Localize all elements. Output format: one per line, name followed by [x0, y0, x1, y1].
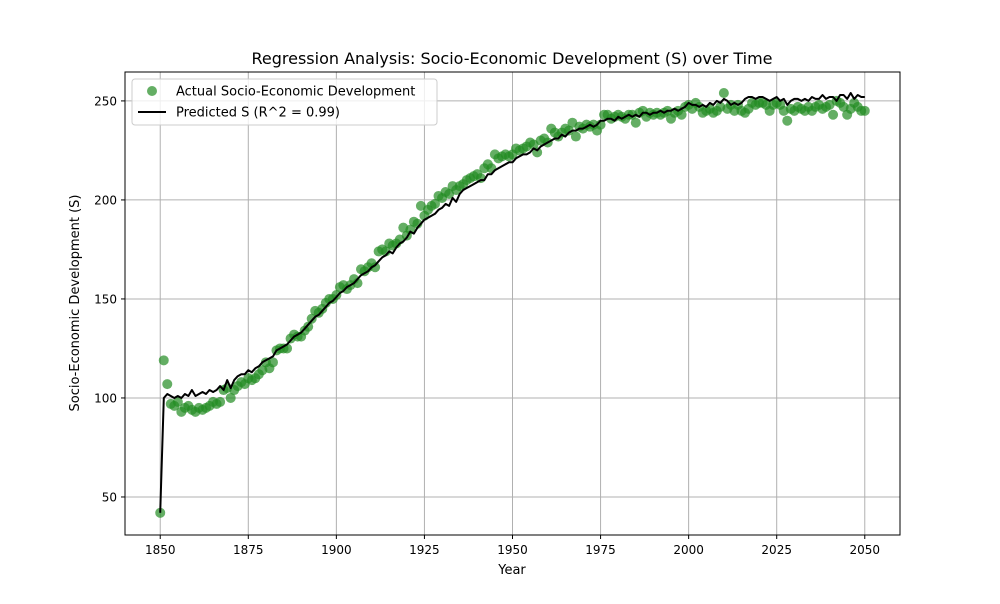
actual-data-point	[563, 125, 574, 136]
actual-data-point	[225, 392, 236, 403]
actual-data-point	[570, 131, 581, 142]
actual-data-point	[172, 396, 183, 407]
chart-title: Regression Analysis: Socio-Economic Deve…	[251, 49, 772, 68]
actual-data-point	[155, 507, 166, 518]
actual-data-point	[828, 109, 839, 120]
y-tick-label: 200	[94, 193, 117, 207]
actual-data-point	[162, 379, 173, 390]
x-tick-label: 1850	[145, 543, 176, 557]
y-axis-label: Socio-Economic Development (S)	[68, 195, 83, 412]
predicted-line	[159, 92, 865, 513]
actual-data-point	[630, 117, 641, 128]
legend-label-actual: Actual Socio-Economic Development	[176, 85, 415, 100]
x-tick-label: 1950	[497, 543, 528, 557]
x-tick-label: 2050	[849, 543, 880, 557]
actual-data-point	[782, 115, 793, 126]
actual-data-point	[859, 105, 870, 116]
actual-data-point	[331, 289, 342, 300]
actual-data-point	[676, 109, 687, 120]
actual-data-point	[215, 396, 226, 407]
y-tick-label: 150	[94, 292, 117, 306]
y-tick-label: 100	[94, 391, 117, 405]
actual-data-point	[303, 321, 314, 332]
actual-data-point	[718, 87, 729, 98]
x-tick-label: 1900	[321, 543, 352, 557]
x-tick-label: 1875	[233, 543, 264, 557]
y-tick-label: 250	[94, 94, 117, 108]
x-tick-label: 1925	[409, 543, 440, 557]
legend-marker-actual	[147, 86, 157, 96]
actual-data-point	[306, 313, 317, 324]
x-axis-label: Year	[497, 563, 526, 578]
x-tick-label: 2025	[761, 543, 792, 557]
legend-box	[131, 78, 438, 126]
actual-data-point	[430, 198, 440, 209]
axis-ticks: 1850 1875 1900 1925 1950 1975 2000 2025 2050 50 10…	[94, 94, 880, 557]
actual-data-point	[370, 262, 381, 273]
grid	[125, 72, 900, 535]
actual-data-point	[158, 355, 169, 366]
y-tick-label: 50	[102, 490, 117, 504]
legend-label-predicted: Predicted S (R^2 = 0.99)	[176, 106, 340, 121]
x-tick-label: 1975	[585, 543, 616, 557]
plot-marks	[155, 87, 870, 518]
x-tick-label: 2000	[673, 543, 704, 557]
actual-data-point	[267, 357, 278, 368]
legend: Actual Socio-Economic Development Predic…	[131, 78, 438, 126]
